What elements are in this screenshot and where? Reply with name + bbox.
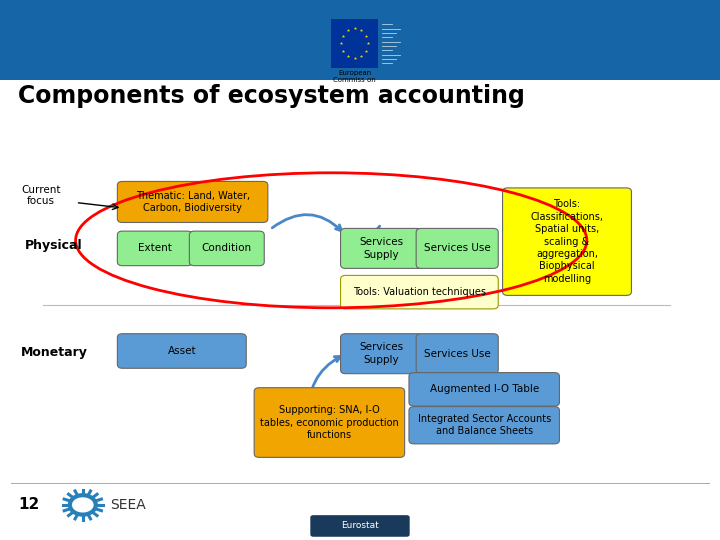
- Text: Integrated Sector Accounts
and Balance Sheets: Integrated Sector Accounts and Balance S…: [418, 414, 551, 436]
- Text: SEEA: SEEA: [110, 498, 146, 512]
- Text: Components of ecosystem accounting: Components of ecosystem accounting: [18, 84, 525, 107]
- Bar: [331, 19, 378, 68]
- Text: Services Use: Services Use: [424, 244, 490, 253]
- FancyBboxPatch shape: [341, 228, 423, 268]
- Text: Eurostat: Eurostat: [341, 522, 379, 530]
- Text: Tools:
Classifications,
Spatial units,
scaling &
aggregation,
Biophysical
modell: Tools: Classifications, Spatial units, s…: [531, 199, 603, 284]
- Text: Services
Supply: Services Supply: [359, 342, 404, 365]
- Text: European
Commiss on: European Commiss on: [333, 70, 376, 83]
- Text: Monetary: Monetary: [21, 346, 87, 359]
- FancyBboxPatch shape: [341, 275, 498, 309]
- FancyBboxPatch shape: [117, 334, 246, 368]
- Text: Condition: Condition: [202, 244, 252, 253]
- FancyBboxPatch shape: [117, 231, 192, 266]
- Text: Services
Supply: Services Supply: [359, 237, 404, 260]
- FancyBboxPatch shape: [341, 334, 423, 374]
- Text: 12: 12: [18, 497, 40, 512]
- FancyBboxPatch shape: [416, 228, 498, 268]
- FancyBboxPatch shape: [254, 388, 405, 457]
- Text: Services Use: Services Use: [424, 349, 490, 359]
- FancyBboxPatch shape: [189, 231, 264, 266]
- Text: Current
focus: Current focus: [22, 185, 60, 206]
- Bar: [0, 0, 720, 80]
- FancyBboxPatch shape: [503, 188, 631, 295]
- Text: Tools: Valuation techniques: Tools: Valuation techniques: [353, 287, 486, 297]
- Text: Asset: Asset: [168, 346, 196, 356]
- Circle shape: [77, 501, 89, 509]
- FancyBboxPatch shape: [117, 181, 268, 222]
- Text: Augmented I-O Table: Augmented I-O Table: [430, 384, 539, 394]
- FancyBboxPatch shape: [409, 373, 559, 406]
- Text: Extent: Extent: [138, 244, 172, 253]
- Text: Physical: Physical: [25, 239, 83, 252]
- FancyBboxPatch shape: [416, 334, 498, 374]
- FancyBboxPatch shape: [409, 407, 559, 444]
- FancyBboxPatch shape: [310, 515, 410, 537]
- Text: Supporting: SNA, I-O
tables, economic production
functions: Supporting: SNA, I-O tables, economic pr…: [260, 405, 399, 440]
- Text: Thematic: Land, Water,
Carbon, Biodiversity: Thematic: Land, Water, Carbon, Biodivers…: [135, 191, 250, 213]
